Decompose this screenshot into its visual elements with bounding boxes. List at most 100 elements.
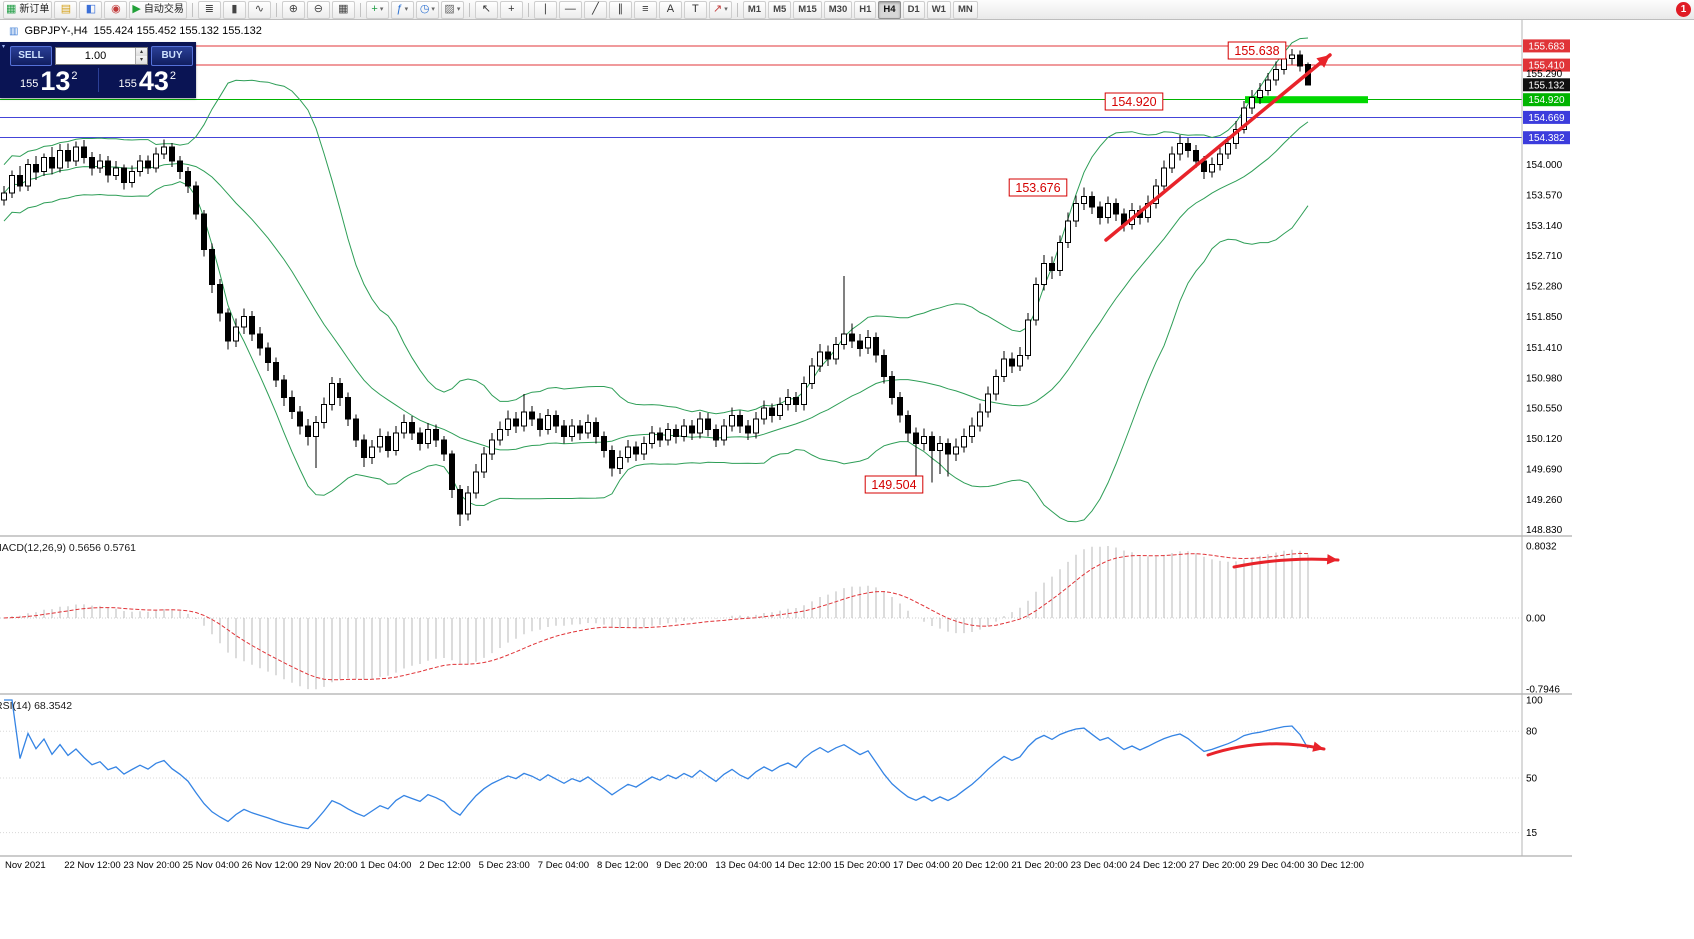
- price-scale: [1523, 39, 1570, 145]
- template-icon: ▨: [444, 3, 455, 15]
- zoom-out-icon[interactable]: ⊖: [306, 0, 330, 19]
- bid-big-digits: 13: [40, 66, 71, 96]
- timeframe-h4[interactable]: H4: [878, 0, 901, 19]
- timeframe-m30[interactable]: M30: [823, 0, 853, 19]
- price-tick-label: 151.850: [1526, 312, 1563, 323]
- trendline-icon[interactable]: ╱: [583, 0, 607, 19]
- price-tag-label: 155.132: [1528, 80, 1565, 91]
- time-axis-label: 23 Nov 20:00: [123, 860, 180, 871]
- macd-panel: [0, 546, 1522, 690]
- text-icon: A: [666, 3, 675, 15]
- price-callouts[interactable]: [864, 41, 1287, 494]
- horizontal-line-objects[interactable]: [0, 45, 1522, 139]
- toolbar-separator: [736, 2, 738, 17]
- trendline-icon: ╱: [592, 3, 599, 15]
- vertical-line-icon[interactable]: ∣: [533, 0, 557, 19]
- navigator-icon[interactable]: ◉: [104, 0, 128, 19]
- horizontal-line-icon: ―: [564, 3, 576, 15]
- rsi-scale-label: 80: [1526, 727, 1538, 738]
- timeframe-m15[interactable]: M15: [793, 0, 822, 19]
- label-icon[interactable]: T: [683, 0, 707, 19]
- trend-arrow-main: [1104, 53, 1332, 242]
- toolbar-separator: [191, 2, 193, 17]
- ask-prefix: 155: [118, 78, 137, 90]
- time-axis-label: 29 Dec 04:00: [1248, 860, 1305, 871]
- price-tick-label: 153.570: [1526, 191, 1563, 202]
- callout-box: [1008, 178, 1068, 197]
- line-chart-icon: ∿: [254, 3, 264, 15]
- support-zone-bar[interactable]: [1245, 96, 1368, 104]
- cursor-icon[interactable]: ↖: [474, 0, 498, 19]
- notification-badge[interactable]: 1: [1676, 2, 1691, 17]
- market-watch-icon[interactable]: ▤: [54, 0, 78, 19]
- macd-label: MACD(12,26,9) 0.5656 0.5761: [0, 542, 136, 554]
- auto-trading-button-label: 自动交易: [143, 3, 184, 15]
- toolbar-separator: [275, 2, 277, 17]
- timeframe-h1[interactable]: H1: [854, 0, 877, 19]
- candlestick-chart-icon[interactable]: ▮: [222, 0, 246, 19]
- sell-button[interactable]: SELL: [10, 45, 52, 66]
- channel-icon[interactable]: ∥: [608, 0, 632, 19]
- macd-scale-label: -0.7946: [1526, 685, 1560, 696]
- crosshair-icon[interactable]: +: [499, 0, 523, 19]
- timeframe-m1[interactable]: M1: [742, 0, 767, 19]
- ask-price: 155 43 2: [101, 68, 195, 95]
- time-axis-label: 23 Dec 04:00: [1071, 860, 1128, 871]
- price-tick-label: 151.410: [1526, 343, 1563, 354]
- period-button[interactable]: ◷ ▾: [415, 0, 439, 19]
- arrowhead-icon: [1312, 741, 1324, 752]
- toolbar-separator: [468, 2, 470, 17]
- time-axis-label: 1 Dec 04:00: [360, 860, 411, 871]
- cursor-icon: ↖: [481, 3, 491, 15]
- callout-label: 154.920: [1111, 95, 1156, 109]
- indicators-button[interactable]: ƒ ▾: [390, 0, 414, 19]
- time-axis-label: Nov 2021: [5, 860, 46, 871]
- time-axis-label: 24 Dec 12:00: [1130, 860, 1187, 871]
- data-window-icon[interactable]: ◧: [79, 0, 103, 19]
- chart-canvas[interactable]: MACD(12,26,9) 0.5656 0.5761 0.8032 0.00 -0.…: [0, 20, 1572, 880]
- chevron-down-icon: ▾: [404, 6, 409, 13]
- price-tag: [1523, 78, 1570, 92]
- buy-button[interactable]: BUY: [151, 45, 193, 66]
- tile-windows-icon[interactable]: ▦: [331, 0, 355, 19]
- bid-superscript: 2: [71, 70, 78, 82]
- time-axis-label: 9 Dec 20:00: [656, 860, 707, 871]
- volume-field[interactable]: 1.00 ▴ ▾: [55, 46, 148, 65]
- arrows-button[interactable]: ↗ ▾: [708, 0, 732, 19]
- collapse-one-click-button[interactable]: ▾: [2, 44, 6, 50]
- volume-up-button[interactable]: ▴: [136, 47, 147, 56]
- text-icon[interactable]: A: [658, 0, 682, 19]
- price-tick-label: 149.260: [1526, 495, 1563, 506]
- price-tick-label: 152.710: [1526, 251, 1563, 262]
- volume-down-button[interactable]: ▾: [136, 55, 147, 64]
- trend-arrows[interactable]: [1104, 53, 1340, 757]
- price-tick-label: 155.290: [1526, 69, 1563, 80]
- fibonacci-icon: ≡: [642, 3, 649, 15]
- new-chart-icon: +: [371, 3, 378, 15]
- time-axis-label: 5 Dec 23:00: [479, 860, 530, 871]
- candlestick-chart-icon: ▮: [231, 3, 238, 15]
- zoom-in-icon[interactable]: ⊕: [281, 0, 305, 19]
- rsi-scale-label: 100: [1526, 696, 1543, 707]
- price-divider: [97, 68, 99, 92]
- fibonacci-icon[interactable]: ≡: [633, 0, 657, 19]
- auto-trading-button[interactable]: ▶ 自动交易: [129, 0, 187, 19]
- price-tag-label: 154.382: [1528, 133, 1565, 144]
- horizontal-line-icon[interactable]: ―: [558, 0, 582, 19]
- template-button[interactable]: ▨ ▾: [440, 0, 464, 19]
- timeframe-m5[interactable]: M5: [768, 0, 792, 19]
- new-order-button[interactable]: ▦ 新订单: [3, 0, 53, 19]
- panel-separators: [0, 20, 1572, 857]
- timeframe-mn[interactable]: MN: [952, 0, 978, 19]
- bar-chart-icon[interactable]: ≣: [197, 0, 221, 19]
- toolbar-separator: [527, 2, 529, 17]
- line-chart-icon[interactable]: ∿: [247, 0, 271, 19]
- new-chart-button[interactable]: + ▾: [365, 0, 389, 19]
- candles: [1, 48, 1311, 527]
- tile-windows-icon: ▦: [338, 3, 349, 15]
- price-tick-label: 148.830: [1526, 525, 1563, 536]
- chart-type-icon: ▥: [9, 25, 19, 37]
- timeframe-w1[interactable]: W1: [926, 0, 951, 19]
- price-tick-label: 153.140: [1526, 221, 1563, 232]
- timeframe-d1[interactable]: D1: [902, 0, 925, 19]
